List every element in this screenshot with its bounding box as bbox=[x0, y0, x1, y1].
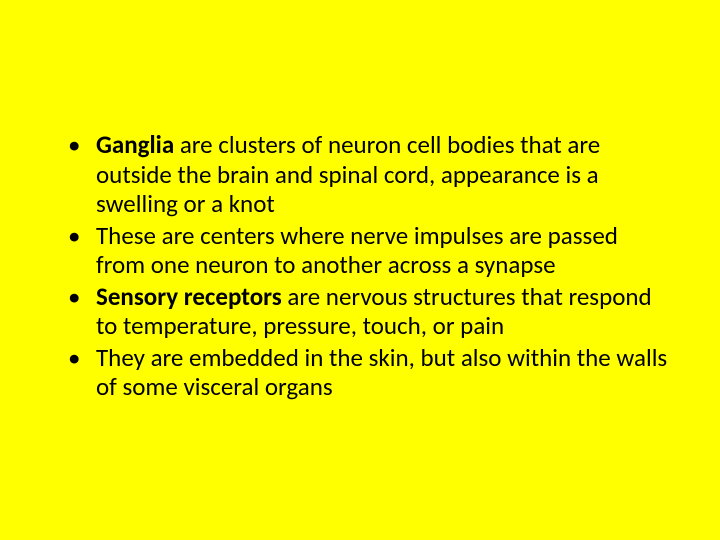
list-item: They are embedded in the skin, but also … bbox=[60, 343, 670, 402]
bullet-text: They are embedded in the skin, but also … bbox=[96, 342, 667, 403]
list-item: Sensory receptors are nervous structures… bbox=[60, 282, 670, 341]
bullet-text: These are centers where nerve impulses a… bbox=[96, 220, 618, 281]
list-item: Ganglia are clusters of neuron cell bodi… bbox=[60, 130, 670, 219]
bullet-list: Ganglia are clusters of neuron cell bodi… bbox=[60, 130, 670, 402]
slide: Ganglia are clusters of neuron cell bodi… bbox=[0, 0, 720, 540]
bullet-bold-lead: Ganglia bbox=[96, 129, 174, 160]
bullet-bold-lead: Sensory receptors bbox=[96, 281, 282, 312]
list-item: These are centers where nerve impulses a… bbox=[60, 221, 670, 280]
